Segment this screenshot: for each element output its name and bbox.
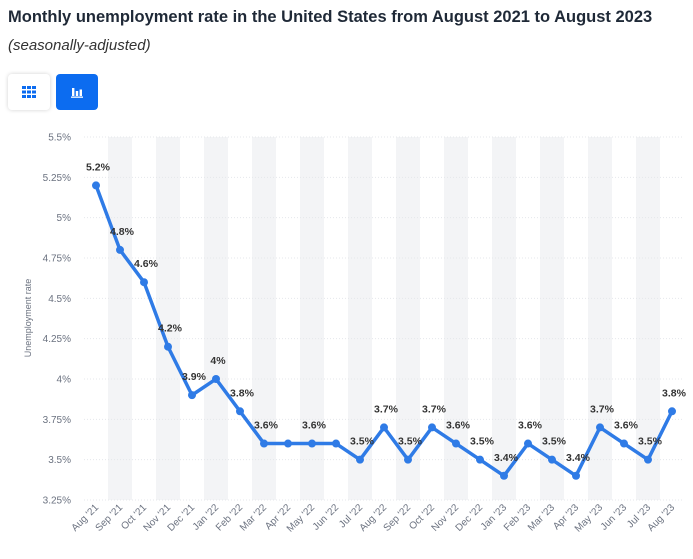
column-band (348, 137, 372, 500)
x-tick-label: Mar '23 (526, 502, 557, 533)
data-point (428, 423, 436, 432)
column-band (300, 137, 324, 500)
y-tick-label: 3.5% (48, 455, 71, 466)
data-label: 3.5% (542, 436, 567, 448)
data-point (476, 455, 484, 464)
view-toggle (8, 74, 98, 110)
x-tick-label: Sep '21 (94, 502, 126, 534)
y-tick-label: 3.75% (43, 415, 71, 426)
bar-chart-icon (71, 88, 83, 98)
column-band (252, 137, 276, 500)
data-label: 3.8% (662, 387, 687, 399)
x-tick-label: Jun '22 (311, 502, 342, 533)
data-point (140, 278, 148, 287)
data-point (500, 471, 508, 480)
data-label: 3.7% (590, 403, 615, 415)
data-point (452, 439, 460, 448)
y-tick-label: 5.5% (48, 133, 71, 144)
chart-title: Monthly unemployment rate in the United … (8, 8, 653, 26)
column-band (588, 137, 612, 500)
data-point (236, 407, 244, 416)
data-label: 3.9% (182, 371, 207, 383)
column-band (396, 137, 420, 500)
data-points (92, 181, 676, 480)
data-point (668, 407, 676, 416)
data-point (308, 439, 316, 448)
data-label: 3.4% (566, 452, 591, 464)
data-point (548, 455, 556, 464)
data-point (260, 439, 268, 448)
y-tick-label: 5.25% (43, 173, 71, 184)
data-label: 3.4% (494, 452, 519, 464)
chart-view-button[interactable] (56, 74, 98, 110)
x-tick-label: Jun '23 (599, 502, 630, 533)
data-point (356, 455, 364, 464)
y-tick-label: 4.25% (43, 334, 71, 345)
x-tick-label: Aug '23 (646, 502, 678, 534)
column-band (540, 137, 564, 500)
data-label: 3.6% (614, 420, 639, 432)
data-label: 4% (210, 355, 226, 367)
y-axis-ticks: 3.25% 3.5% 3.75% 4% 4.25% 4.5% 4.75% 5% 5.25% 5.5… (43, 133, 71, 507)
column-band (204, 137, 228, 500)
data-point (620, 439, 628, 448)
y-axis-title: Unemployment rate (23, 279, 33, 358)
data-label: 4.6% (134, 258, 159, 270)
data-point (188, 391, 196, 400)
column-band (492, 137, 516, 500)
y-tick-label: 4.75% (43, 254, 71, 265)
data-point (404, 455, 412, 464)
x-tick-label: Dec '21 (166, 502, 198, 534)
data-label: 5.2% (86, 161, 111, 173)
x-tick-label: Sep '22 (382, 502, 414, 534)
gridlines (84, 136, 684, 501)
series-line (94, 183, 674, 478)
data-label: 3.7% (374, 403, 399, 415)
y-tick-label: 5% (57, 213, 72, 224)
data-label: 3.5% (638, 436, 663, 448)
column-bands (108, 137, 660, 500)
data-label: 4.2% (158, 323, 183, 335)
x-tick-label: Mar '22 (238, 502, 269, 533)
data-point (572, 471, 580, 480)
data-point (92, 181, 100, 190)
column-band (156, 137, 180, 500)
data-label: 3.5% (398, 436, 423, 448)
y-tick-label: 4% (57, 375, 72, 386)
data-label: 3.6% (254, 420, 279, 432)
data-point (116, 245, 124, 254)
data-point (164, 342, 172, 351)
data-label: 3.6% (446, 420, 471, 432)
y-tick-label: 3.25% (43, 496, 71, 507)
table-view-button[interactable] (8, 74, 50, 110)
table-grid-icon (22, 86, 36, 98)
data-point (596, 423, 604, 432)
data-point (380, 423, 388, 432)
chart-subtitle: (seasonally-adjusted) (8, 37, 151, 54)
column-band (108, 137, 132, 500)
x-tick-label: Dec '22 (454, 502, 486, 534)
data-label: 3.5% (470, 436, 495, 448)
data-point (284, 439, 292, 448)
data-point (644, 455, 652, 464)
data-point (524, 439, 532, 448)
data-label: 3.6% (302, 420, 327, 432)
data-label: 4.8% (110, 226, 135, 238)
column-band (636, 137, 660, 500)
data-point (212, 375, 220, 383)
y-tick-label: 4.5% (48, 294, 71, 305)
data-label: 3.8% (230, 387, 255, 399)
data-label: 3.7% (422, 403, 447, 415)
data-label: 3.6% (518, 420, 543, 432)
data-label: 3.5% (350, 436, 375, 448)
data-labels: 5.2% 4.8% 4.6% 4.2% 3.9%4% 3.8% 3.6% 3.6% 3.5% 3.… (86, 161, 687, 463)
data-point (332, 439, 340, 448)
